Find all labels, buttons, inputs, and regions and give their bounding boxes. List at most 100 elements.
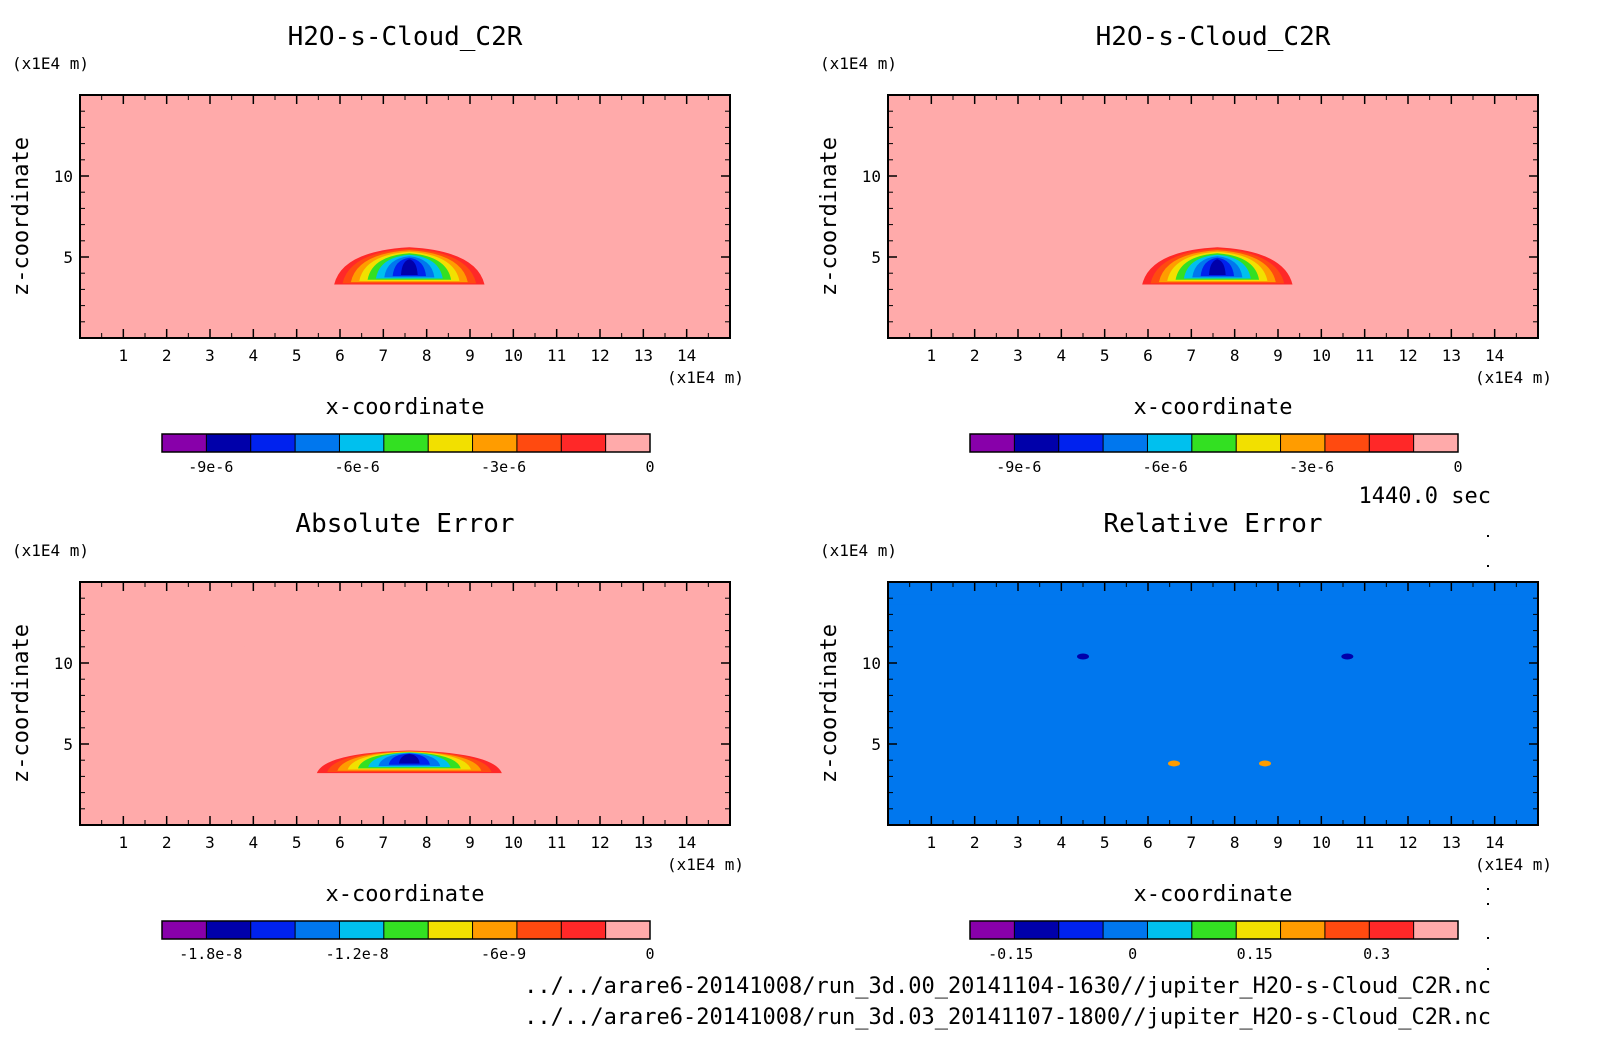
x-tick-label: 4: [1057, 346, 1067, 365]
colorbar-swatch: [1413, 434, 1459, 452]
x-tick-label: 2: [970, 833, 980, 852]
x-axis: 1 2 3 4 5 6 7 8 9 10 11 12 13 14: [909, 582, 1517, 852]
x-tick-label: 11: [547, 346, 566, 365]
x-tick-label: 11: [1355, 346, 1374, 365]
x-tick-label: 1: [927, 346, 937, 365]
x-tick-label: 14: [1485, 833, 1504, 852]
colorbar-swatch: [383, 921, 429, 939]
y-axis-label: z-coordinate: [9, 137, 34, 296]
colorbar-swatch: [206, 921, 252, 939]
contour-band: [888, 604, 1538, 631]
x-tick-label: 7: [379, 346, 389, 365]
y-tick-label: 10: [54, 654, 73, 673]
colorbar: -0.15 0 0.15 0.3: [969, 920, 1459, 963]
colorbar-swatch: [1014, 434, 1060, 452]
x-tick-label: 5: [292, 833, 302, 852]
file-path-2: ../../arare6-20141008/run_3d.03_20141107…: [524, 1005, 1491, 1030]
background-field: [888, 95, 1538, 338]
colorbar-swatch: [295, 921, 340, 939]
decorative-dots: [1487, 535, 1489, 970]
x-tick-label: 5: [292, 346, 302, 365]
colorbar-frame: [161, 920, 651, 940]
colorbar-swatch: [250, 921, 296, 939]
x-tick-label: 14: [677, 346, 696, 365]
x-unit-label: (x1E4 m): [1475, 368, 1552, 387]
x-tick-label: 5: [1100, 833, 1110, 852]
colorbar-tick-label: 0.3: [1363, 945, 1390, 963]
x-tick-label: 11: [547, 833, 566, 852]
x-tick-label: 8: [1230, 346, 1240, 365]
colorbar-tick-label: -6e-9: [481, 945, 526, 963]
y-tick-label: 5: [63, 248, 73, 267]
colorbar-swatch: [206, 434, 252, 452]
contour-level: [400, 259, 418, 275]
colorbar-tick-label: -1.2e-8: [326, 945, 389, 963]
x-tick-label: 10: [504, 346, 523, 365]
x-unit-label: (x1E4 m): [667, 855, 744, 874]
x-tick-label: 6: [335, 833, 345, 852]
colorbar-frame: [969, 433, 1459, 453]
colorbar-swatch: [472, 921, 518, 939]
x-tick-label: 12: [1398, 346, 1417, 365]
x-tick-label: 2: [162, 346, 172, 365]
contour-spot: [1259, 760, 1271, 767]
x-tick-label: 14: [677, 833, 696, 852]
y-tick-label: 5: [871, 735, 881, 754]
x-tick-label: 12: [590, 346, 609, 365]
x-tick-label: 8: [1230, 833, 1240, 852]
colorbar-swatch: [1324, 921, 1370, 939]
colorbar-tick-label: -3e-6: [481, 458, 526, 476]
x-axis-label: x-coordinate: [1134, 395, 1293, 420]
colorbar-swatch: [1147, 921, 1193, 939]
y-tick-label: 5: [871, 248, 881, 267]
x-axis: 1 2 3 4 5 6 7 8 9 10 11 12 13 14: [101, 95, 709, 365]
colorbar-swatch: [295, 434, 340, 452]
panel-title: Absolute Error: [295, 509, 514, 539]
y-tick-label: 5: [63, 735, 73, 754]
colorbar-tick-label: -6e-6: [1143, 458, 1188, 476]
panel-title: H2O-s-Cloud_C2R: [288, 22, 523, 52]
colorbar-swatch: [970, 434, 1015, 452]
colorbar-frame: [161, 433, 651, 453]
background-field: [80, 95, 730, 338]
colorbar-swatch: [970, 921, 1015, 939]
plot-area: [80, 582, 730, 825]
contour-spot: [1341, 653, 1354, 660]
colorbar-swatch: [472, 434, 518, 452]
colorbar-swatch: [428, 434, 474, 452]
x-tick-label: 13: [1442, 346, 1461, 365]
y-unit-label: (x1E4 m): [12, 541, 89, 560]
x-tick-label: 9: [1273, 833, 1283, 852]
x-tick-label: 9: [1273, 346, 1283, 365]
colorbar-frame: [969, 920, 1459, 940]
x-tick-label: 12: [590, 833, 609, 852]
plot-area: [888, 582, 1538, 825]
colorbar-swatch: [605, 434, 651, 452]
y-axis: 5 10: [862, 110, 1538, 323]
colorbar-swatch: [561, 921, 607, 939]
colorbar-swatch: [428, 921, 474, 939]
x-tick-label: 7: [1187, 833, 1197, 852]
colorbar-tick-label: -1.8e-8: [179, 945, 242, 963]
contour-spot: [1168, 760, 1180, 767]
x-tick-label: 9: [465, 833, 475, 852]
file-path-1: ../../arare6-20141008/run_3d.00_20141104…: [524, 974, 1491, 999]
panel-1: 1 2 3 4 5 6 7 8 9 10 11 12 13 14510H2O-s-Cloud_C2R(x1…: [9, 22, 744, 476]
y-axis: 5 10: [54, 110, 730, 323]
colorbar-swatch: [1014, 921, 1060, 939]
colorbar-swatch: [1058, 434, 1104, 452]
colorbar-swatch: [1147, 434, 1193, 452]
colorbar-swatch: [162, 921, 207, 939]
colorbar-tick-label: 0: [1128, 945, 1137, 963]
colorbar: -9e-6 -6e-6 -3e-6 0: [969, 433, 1463, 476]
colorbar-tick-label: -3e-6: [1289, 458, 1334, 476]
colorbar-swatch: [1280, 434, 1326, 452]
x-tick-label: 10: [504, 833, 523, 852]
colorbar-swatch: [516, 921, 562, 939]
colorbar-swatch: [250, 434, 296, 452]
y-axis-label: z-coordinate: [9, 624, 34, 783]
x-tick-label: 3: [205, 346, 215, 365]
colorbar-swatch: [605, 921, 651, 939]
